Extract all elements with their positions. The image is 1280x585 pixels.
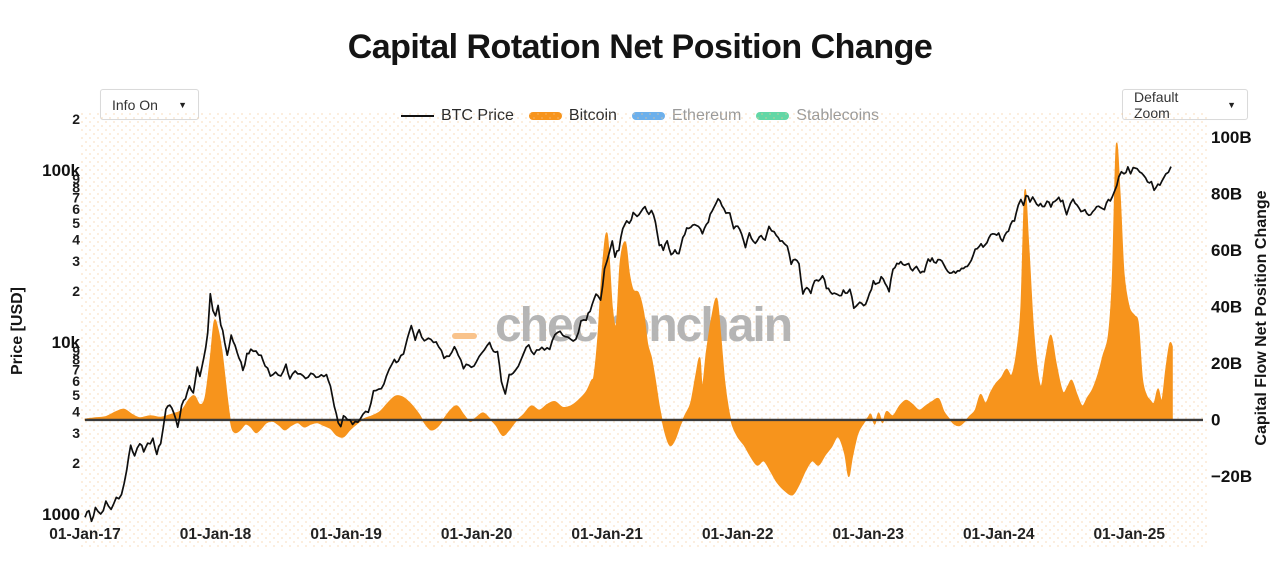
dropdown-caret-icon: ▼	[178, 99, 187, 110]
x-tick-labels: 01-Jan-17 01-Jan-18 01-Jan-19 01-Jan-20 01-J…	[49, 526, 1165, 543]
svg-text:01-Jan-21: 01-Jan-21	[571, 526, 643, 543]
svg-text:5: 5	[72, 215, 80, 231]
btc-price-line	[84, 166, 1172, 523]
svg-text:01-Jan-22: 01-Jan-22	[702, 526, 774, 543]
svg-text:8: 8	[72, 180, 80, 196]
svg-text:2: 2	[72, 455, 80, 471]
info-dropdown-label: Info On	[112, 96, 158, 113]
y1-axis-title: Price [USD]	[9, 287, 26, 375]
svg-text:100k: 100k	[42, 161, 80, 180]
svg-text:−20B: −20B	[1211, 467, 1252, 486]
svg-text:9: 9	[72, 343, 80, 359]
svg-text:4: 4	[72, 231, 80, 247]
svg-text:01-Jan-25: 01-Jan-25	[1093, 526, 1165, 543]
svg-text:4: 4	[72, 403, 80, 419]
svg-text:7: 7	[72, 190, 80, 206]
svg-text:20B: 20B	[1211, 354, 1242, 373]
watermark-dash-icon	[452, 333, 477, 339]
svg-text:01-Jan-18: 01-Jan-18	[180, 526, 252, 543]
y2-axis-title: Capital Flow Net Position Change	[1253, 190, 1270, 445]
svg-text:100B: 100B	[1211, 128, 1252, 147]
svg-text:1000: 1000	[42, 505, 80, 524]
svg-text:3: 3	[72, 253, 80, 269]
svg-text:80B: 80B	[1211, 184, 1242, 203]
svg-text:01-Jan-19: 01-Jan-19	[310, 526, 382, 543]
dropdown-caret-icon: ▼	[1227, 99, 1236, 110]
svg-text:01-Jan-20: 01-Jan-20	[441, 526, 513, 543]
svg-text:60B: 60B	[1211, 241, 1242, 260]
svg-text:01-Jan-17: 01-Jan-17	[49, 526, 121, 543]
svg-text:2: 2	[72, 283, 80, 299]
svg-text:5: 5	[72, 387, 80, 403]
svg-text:3: 3	[72, 425, 80, 441]
svg-text:8: 8	[72, 352, 80, 368]
svg-text:6: 6	[72, 373, 80, 389]
svg-text:40B: 40B	[1211, 298, 1242, 317]
svg-text:01-Jan-24: 01-Jan-24	[963, 526, 1035, 543]
svg-text:7: 7	[72, 362, 80, 378]
svg-text:01-Jan-23: 01-Jan-23	[832, 526, 904, 543]
y2-tick-labels: 100B 80B 60B 40B 20B 0 −20B	[1211, 128, 1252, 486]
svg-text:0: 0	[1211, 411, 1220, 430]
bitcoin-net-position-area	[84, 142, 1173, 496]
svg-text:9: 9	[72, 171, 80, 187]
chart-title: Capital Rotation Net Position Change	[347, 28, 933, 66]
svg-text:2: 2	[72, 111, 80, 127]
svg-text:10k: 10k	[52, 333, 81, 352]
svg-text:6: 6	[72, 201, 80, 217]
